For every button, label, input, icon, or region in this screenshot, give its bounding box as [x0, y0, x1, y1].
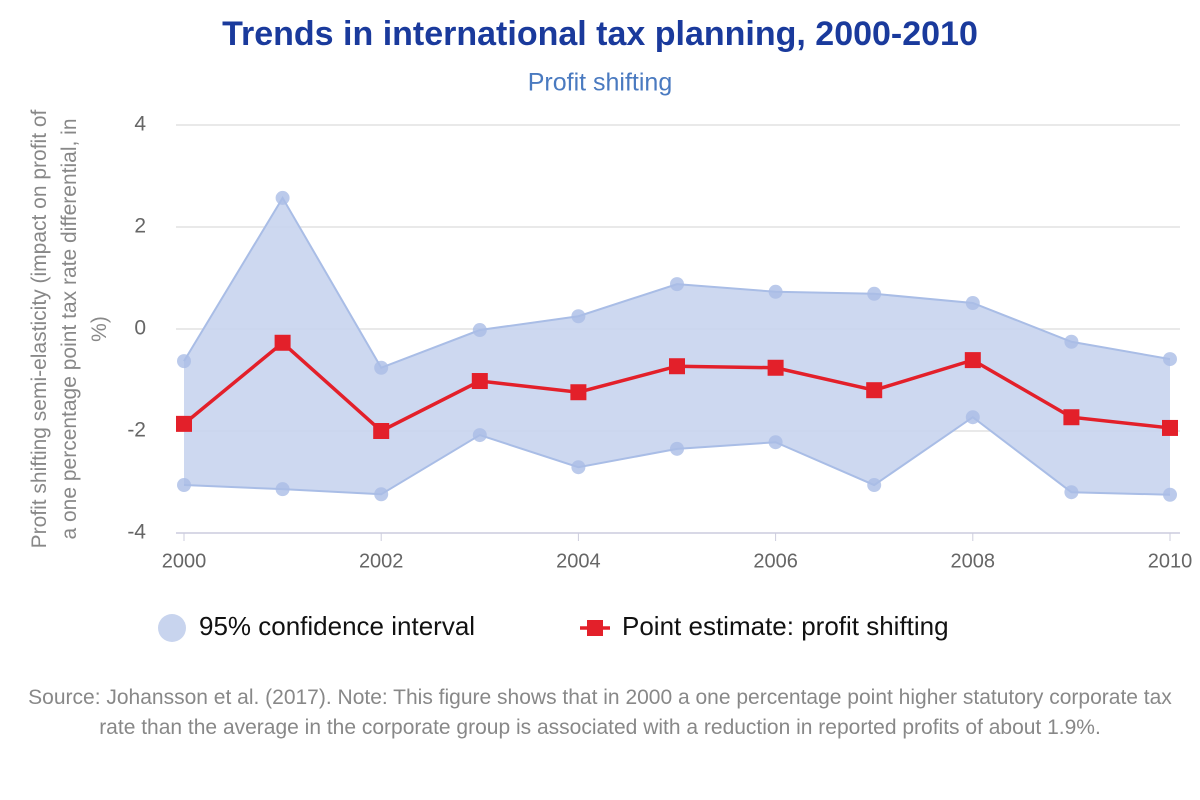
band-point — [571, 460, 586, 475]
band-point — [670, 277, 684, 292]
band-point — [571, 309, 586, 324]
point-marker — [176, 415, 192, 432]
band-point — [768, 284, 783, 299]
point-marker — [866, 382, 883, 399]
band-point — [1163, 487, 1177, 502]
x-tick-label: 2004 — [556, 550, 601, 572]
y-tick-label: -4 — [127, 521, 146, 544]
confidence-band — [184, 197, 1170, 495]
band-point — [768, 435, 783, 450]
point-marker — [964, 352, 981, 369]
point-marker — [471, 373, 488, 390]
y-tick-label: 4 — [134, 113, 146, 136]
band-point — [965, 295, 980, 310]
band-point — [275, 190, 290, 205]
band-point — [472, 323, 487, 338]
point-marker — [373, 423, 390, 439]
band-point — [374, 487, 389, 502]
point-marker — [1063, 409, 1080, 426]
x-tick-label: 2008 — [951, 550, 996, 572]
legend-label: Point estimate: profit shifting — [622, 611, 949, 641]
y-tick-label: -2 — [127, 419, 146, 442]
y-axis-label: Profit shifting semi-elasticity (impact … — [28, 109, 111, 549]
band-point — [177, 478, 191, 493]
legend-label: 95% confidence interval — [199, 611, 475, 641]
legend-symbol — [587, 620, 603, 636]
band-point — [374, 360, 389, 375]
point-marker — [767, 359, 784, 376]
y-tick-label: 2 — [134, 215, 146, 238]
point-marker — [1162, 419, 1178, 436]
band-point — [867, 478, 882, 493]
band-point — [1064, 334, 1079, 349]
band-point — [177, 354, 191, 369]
y-tick-label: 0 — [134, 317, 146, 340]
band-point — [1163, 352, 1177, 367]
band-point — [1064, 485, 1079, 500]
note: Source: Johansson et al. (2017). Note: T… — [28, 686, 1172, 739]
point-marker — [669, 358, 685, 375]
band-point — [965, 410, 980, 425]
x-tick-label: 2010 — [1148, 550, 1193, 572]
band-point — [670, 441, 684, 456]
chart-subtitle: Profit shifting — [528, 69, 673, 97]
band-point — [472, 428, 487, 443]
x-tick-label: 2002 — [359, 550, 404, 572]
band-point — [867, 286, 882, 301]
point-marker — [570, 384, 587, 401]
legend-symbol — [158, 614, 186, 642]
x-tick-label: 2006 — [753, 550, 798, 572]
point-marker — [274, 334, 291, 351]
x-tick-label: 2000 — [162, 550, 207, 572]
band-point — [275, 482, 290, 497]
chart-title: Trends in international tax planning, 20… — [222, 15, 978, 53]
